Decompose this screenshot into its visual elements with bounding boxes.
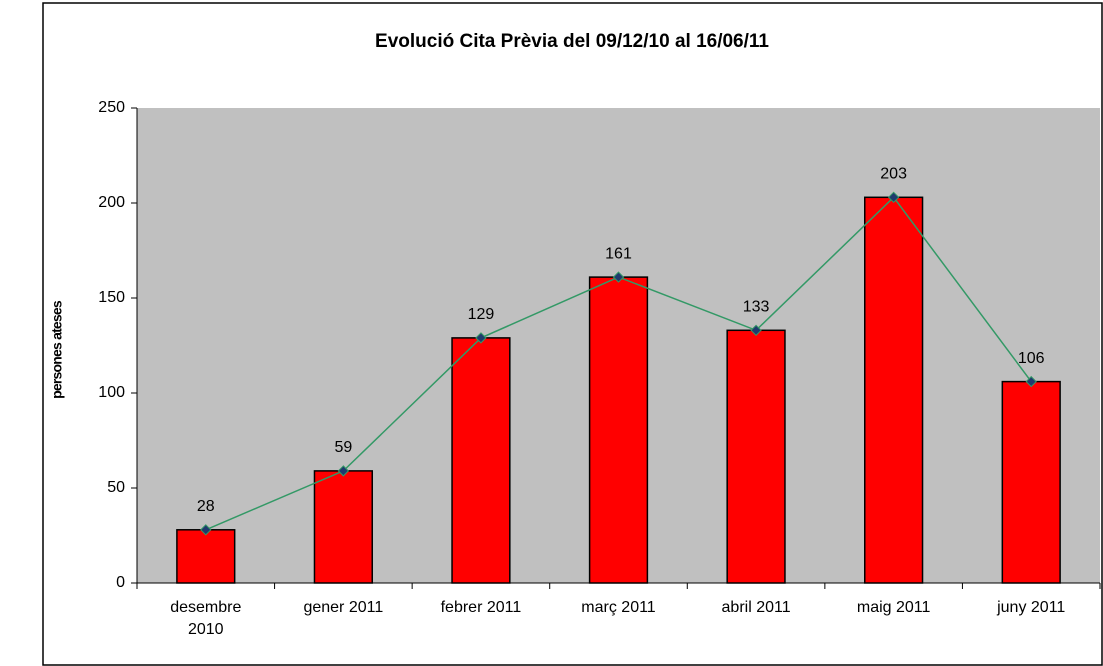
bar: [451, 337, 511, 584]
data-label: 106: [1018, 350, 1045, 367]
line-marker: [1025, 375, 1037, 388]
bar: [1001, 380, 1061, 584]
y-tick-label: 200: [98, 194, 125, 211]
y-tick-label: 150: [98, 289, 125, 306]
x-tick-label: març 2011: [581, 599, 656, 616]
line-marker: [750, 324, 762, 337]
data-label: 59: [334, 439, 352, 456]
chart-title: Evolució Cita Prèvia del 09/12/10 al 16/…: [375, 31, 769, 52]
data-label: 203: [880, 166, 907, 183]
bar: [726, 329, 786, 584]
line-marker: [887, 191, 900, 204]
x-tick-label: gener 2011: [303, 599, 384, 616]
data-label: 133: [743, 299, 770, 316]
line-marker: [200, 524, 212, 536]
data-label: 161: [605, 245, 632, 262]
y-tick-label: 50: [107, 479, 125, 496]
x-tick-label: desembre 2010: [170, 599, 242, 638]
x-tick-label: febrer 2011: [440, 599, 522, 616]
y-tick-label: 0: [116, 574, 125, 591]
bar: [313, 470, 373, 584]
x-tick-label: maig 2011: [856, 599, 931, 616]
data-label: 28: [197, 498, 215, 515]
x-tick-label: abril 2011: [721, 599, 791, 616]
y-tick-label: 100: [98, 384, 125, 401]
line-marker: [337, 465, 350, 477]
line-marker: [475, 332, 487, 344]
data-label: 129: [468, 306, 495, 323]
bar: [176, 529, 236, 584]
line-marker: [612, 271, 625, 283]
bar: [588, 276, 649, 584]
y-axis-label: persones ateses: [49, 300, 65, 399]
x-tick-label: juny 2011: [997, 599, 1066, 616]
bar: [864, 196, 924, 584]
y-tick-label: 250: [98, 99, 125, 116]
